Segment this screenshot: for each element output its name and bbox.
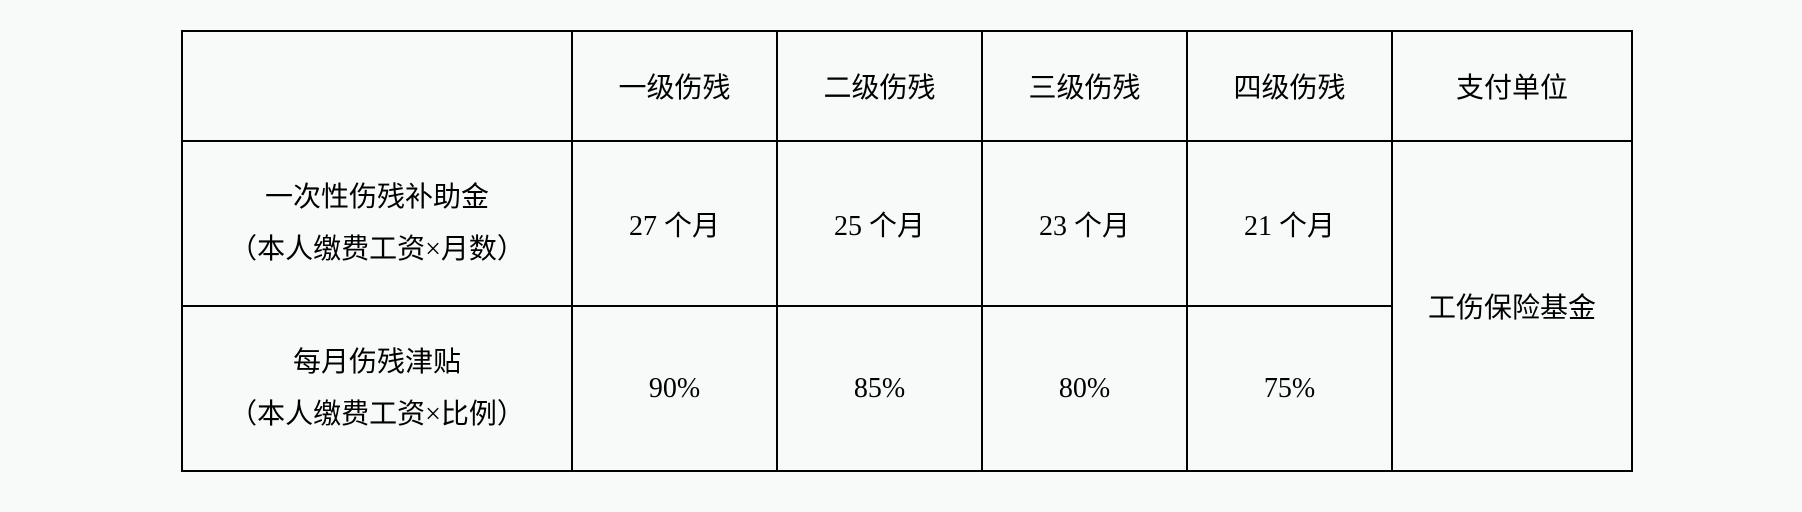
- row-label-line1: 每月伤残津贴: [193, 337, 561, 389]
- header-level-1: 一级伤残: [572, 31, 777, 141]
- cell-monthly-level4: 75%: [1187, 306, 1392, 471]
- row-label-lumpsum: 一次性伤残补助金 （本人缴费工资×月数）: [182, 141, 572, 306]
- header-level-4: 四级伤残: [1187, 31, 1392, 141]
- cell-lumpsum-level1: 27 个月: [572, 141, 777, 306]
- table-header-row: 一级伤残 二级伤残 三级伤残 四级伤残 支付单位: [182, 31, 1632, 141]
- cell-monthly-level1: 90%: [572, 306, 777, 471]
- disability-benefits-table-container: 一级伤残 二级伤残 三级伤残 四级伤残 支付单位 一次性伤残补助金 （本人缴费工…: [181, 30, 1621, 472]
- cell-lumpsum-level3: 23 个月: [982, 141, 1187, 306]
- cell-lumpsum-level4: 21 个月: [1187, 141, 1392, 306]
- cell-monthly-level2: 85%: [777, 306, 982, 471]
- row-label-line2: （本人缴费工资×月数）: [193, 224, 561, 276]
- cell-monthly-level3: 80%: [982, 306, 1187, 471]
- header-level-3: 三级伤残: [982, 31, 1187, 141]
- cell-lumpsum-level2: 25 个月: [777, 141, 982, 306]
- cell-payer-merged: 工伤保险基金: [1392, 141, 1632, 471]
- header-payer: 支付单位: [1392, 31, 1632, 141]
- row-label-line2: （本人缴费工资×比例）: [193, 389, 561, 441]
- row-label-monthly: 每月伤残津贴 （本人缴费工资×比例）: [182, 306, 572, 471]
- table-row: 一次性伤残补助金 （本人缴费工资×月数） 27 个月 25 个月 23 个月 2…: [182, 141, 1632, 306]
- header-blank: [182, 31, 572, 141]
- header-level-2: 二级伤残: [777, 31, 982, 141]
- row-label-line1: 一次性伤残补助金: [193, 172, 561, 224]
- disability-benefits-table: 一级伤残 二级伤残 三级伤残 四级伤残 支付单位 一次性伤残补助金 （本人缴费工…: [181, 30, 1633, 472]
